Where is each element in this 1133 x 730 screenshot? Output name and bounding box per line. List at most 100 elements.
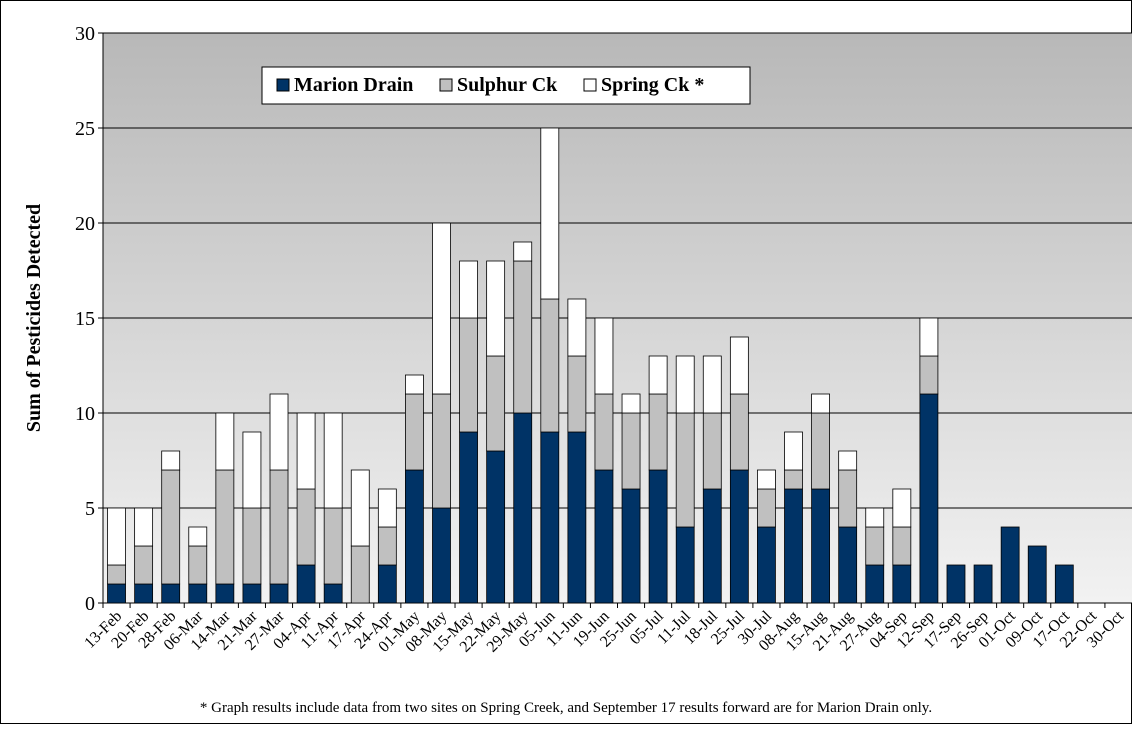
bar-segment [350, 469, 370, 547]
bar-segment [161, 469, 181, 585]
bar-segment [459, 317, 478, 433]
footnote: * Graph results include data from two si… [200, 700, 932, 716]
bar-segment [702, 412, 722, 490]
bar-segment [729, 393, 749, 471]
bar-segment [459, 431, 478, 604]
bar-segment [567, 298, 587, 357]
bar-segment [648, 469, 668, 604]
bar-segment [892, 526, 912, 566]
bar-segment [107, 507, 126, 566]
bar-segment [215, 583, 235, 604]
bar-segment [594, 469, 614, 604]
bar-segment [757, 469, 776, 490]
bar-segment [242, 431, 262, 509]
bar-segment [919, 317, 939, 357]
bar-segment [269, 393, 289, 471]
bar-segment [540, 298, 560, 433]
bar-segment [323, 507, 343, 585]
bar-segment [161, 450, 181, 471]
bar-segment [811, 488, 830, 604]
bar-segment [621, 488, 641, 604]
y-tick-label: 30 [75, 23, 95, 45]
bar-segment [134, 583, 154, 604]
bar-segment [892, 564, 912, 604]
bar-segment [838, 450, 858, 471]
bar-segment [377, 564, 397, 604]
bar-segment [567, 355, 587, 433]
bar-segment [486, 450, 506, 604]
bar-segment [107, 564, 126, 585]
bar-segment [757, 526, 776, 604]
bar-segment [946, 564, 966, 604]
bar-segment [567, 431, 587, 604]
bar-segment [675, 412, 695, 528]
bar-segment [621, 393, 641, 414]
bar-segment [648, 393, 668, 471]
bar-segment [1000, 526, 1020, 604]
bar-segment [405, 374, 424, 395]
bar-segment [350, 545, 370, 604]
bar-segment [296, 488, 316, 566]
bar-segment [621, 412, 641, 490]
bar-segment [784, 469, 803, 490]
bar-segment [432, 222, 451, 395]
bar-segment [242, 507, 262, 585]
bar-segment [865, 507, 885, 528]
y-tick-label: 25 [75, 118, 95, 140]
legend [261, 66, 751, 105]
bar-segment [215, 469, 235, 585]
bar-segment [702, 488, 722, 604]
bar-segment [865, 564, 885, 604]
bar-segment [838, 526, 858, 604]
bar-segment [215, 412, 235, 471]
bar-segment [540, 127, 560, 300]
bar-segment [1027, 545, 1047, 604]
bar-segment [459, 260, 478, 319]
bar-segment [919, 355, 939, 395]
bar-segment [892, 488, 912, 528]
bar-segment [702, 355, 722, 414]
bar-segment [134, 545, 154, 585]
legend-swatch [439, 78, 453, 92]
bar-segment [107, 583, 126, 604]
y-tick-label: 15 [75, 308, 95, 330]
bar-segment [784, 431, 803, 471]
y-tick-label: 20 [75, 213, 95, 235]
bar-segment [269, 469, 289, 585]
bar-segment [811, 393, 830, 414]
bar-segment [811, 412, 830, 490]
bar-segment [377, 488, 397, 528]
bar-segment [675, 355, 695, 414]
bar-segment [486, 355, 506, 452]
legend-label: Spring Ck * [601, 74, 704, 96]
bar-segment [729, 469, 749, 604]
y-tick-label: 0 [85, 593, 95, 615]
bar-segment [729, 336, 749, 395]
bar-segment [269, 583, 289, 604]
legend-swatch [276, 78, 290, 92]
bar-segment [188, 526, 208, 547]
bar-segment [648, 355, 668, 395]
bar-segment [540, 431, 560, 604]
bar-segment [1054, 564, 1074, 604]
bar-segment [242, 583, 262, 604]
bar-segment [838, 469, 858, 528]
bar-segment [919, 393, 939, 604]
bar-segment [188, 583, 208, 604]
y-tick-label: 10 [75, 403, 95, 425]
bar-segment [323, 583, 343, 604]
bar-segment [377, 526, 397, 566]
bar-segment [594, 317, 614, 395]
bar-segment [594, 393, 614, 471]
bar-segment [757, 488, 776, 528]
bar-segment [296, 564, 316, 604]
bar-segment [323, 412, 343, 509]
legend-label: Marion Drain [294, 74, 413, 96]
bar-segment [784, 488, 803, 604]
bar-segment [405, 469, 424, 604]
bar-segment [296, 412, 316, 490]
bar-segment [432, 393, 451, 509]
bar-segment [513, 241, 533, 262]
bar-segment [432, 507, 451, 604]
bar-segment [513, 260, 533, 414]
